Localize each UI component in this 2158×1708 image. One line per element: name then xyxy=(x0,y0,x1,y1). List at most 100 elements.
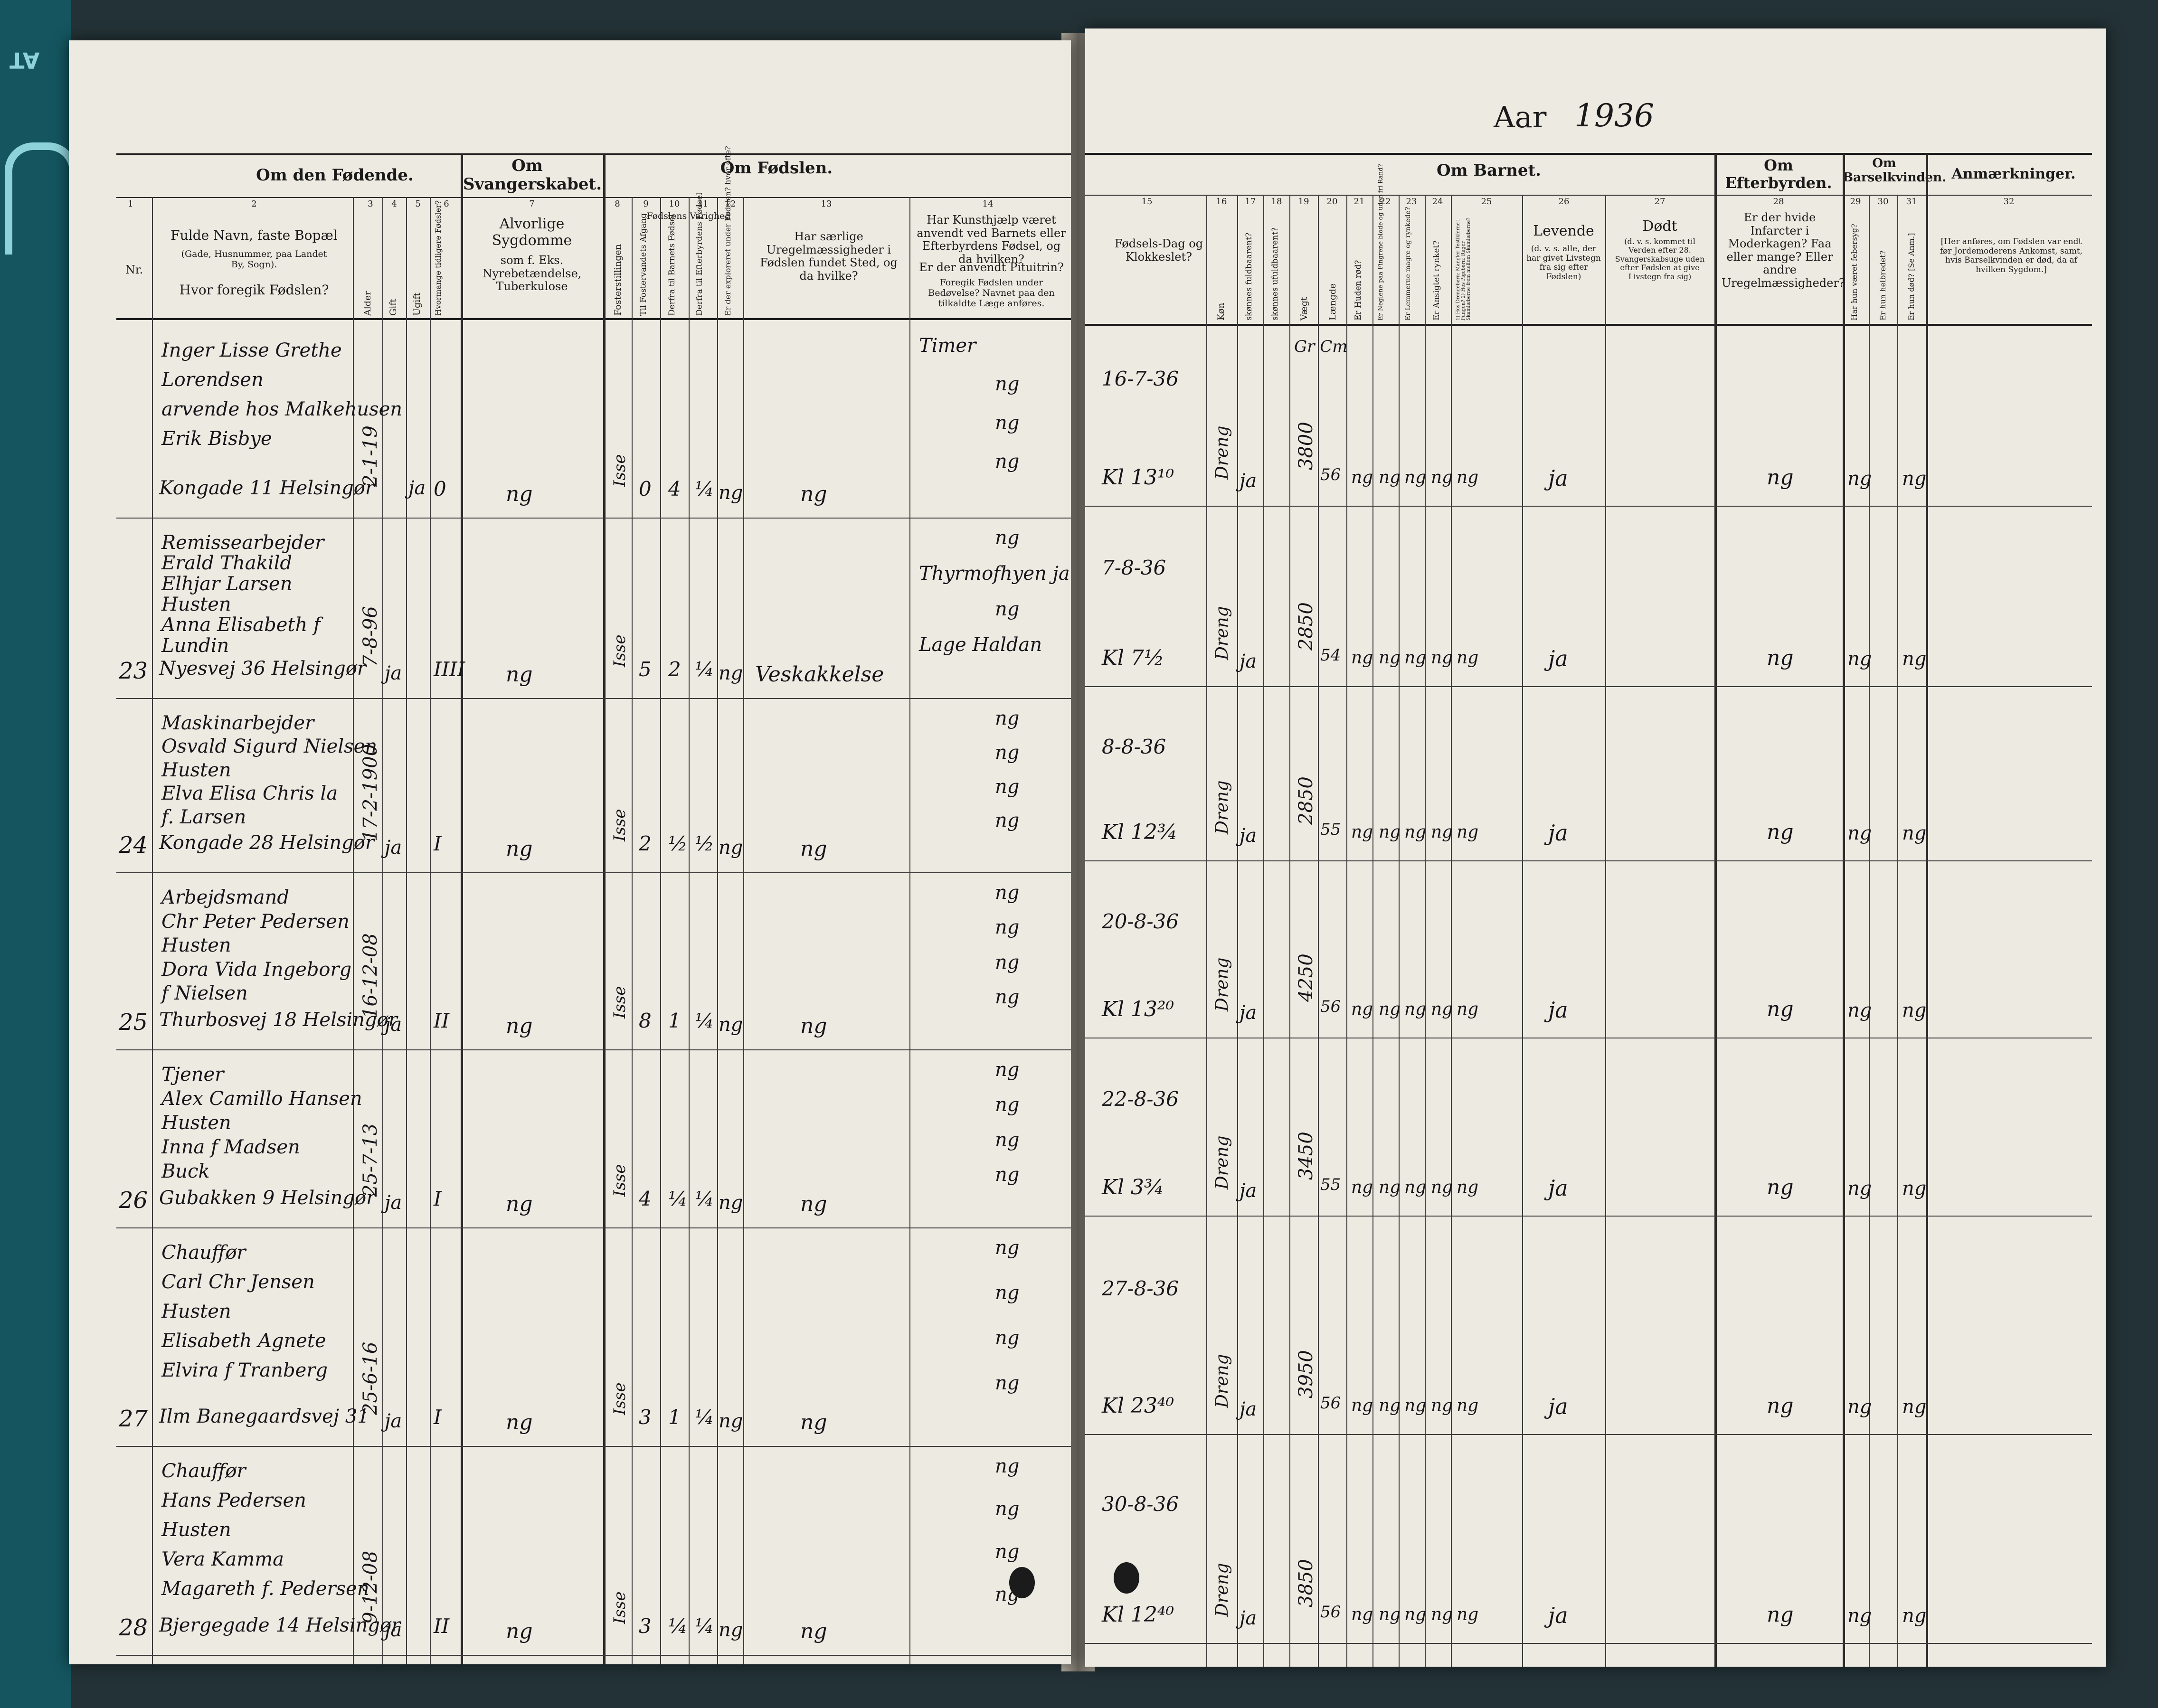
entry-vaegt: 4250 xyxy=(1295,953,1317,1002)
colnum-rule xyxy=(1085,195,2092,196)
colnum: 14 xyxy=(982,199,994,209)
hdr-c14b: Er der anvendt Pituitrin? xyxy=(919,261,1064,274)
entry-name-line: Husten xyxy=(161,1112,231,1134)
hdr-laengde: Længde xyxy=(1327,283,1338,321)
entry-check: ng xyxy=(1457,648,1479,668)
entry-check: ng xyxy=(1379,822,1401,842)
entry-c11: ½ xyxy=(695,832,714,855)
entry-c31: ng xyxy=(1902,822,1927,844)
entry-alder: 17-2-1900 xyxy=(360,744,381,841)
entry-check: ng xyxy=(1431,648,1453,668)
entry-klokkeslet: Kl 7½ xyxy=(1102,646,1164,670)
colnum: 23 xyxy=(1406,197,1417,207)
entry-c14: ng xyxy=(995,916,1020,939)
entry-address: Gubakken 9 Helsingør xyxy=(159,1187,376,1209)
entry-name-line: Chr Peter Pedersen xyxy=(161,910,350,933)
colnum: 11 xyxy=(697,199,709,209)
entry-c14: ng xyxy=(995,1129,1020,1151)
aar-label: Aar xyxy=(1494,100,1547,134)
colnum: 9 xyxy=(643,199,649,209)
entry-dato: 8-8-36 xyxy=(1102,735,1166,758)
group-svangerskabet: Om Svangerskabet. xyxy=(463,156,602,194)
entry-name-line: Elvira f Tranberg xyxy=(161,1359,328,1381)
entry-check: ng xyxy=(1457,822,1479,842)
entry-c28: ng xyxy=(1767,820,1794,844)
entry-dato: 16-7-36 xyxy=(1102,367,1179,391)
hdr-tidligere: Hvormange tidligere Fødsler? xyxy=(434,200,443,316)
entry-c29: ng xyxy=(1847,1178,1872,1199)
col-divider xyxy=(1318,195,1319,1667)
entry-c14: ng xyxy=(995,412,1020,434)
entry-name-line: Chauffør xyxy=(161,1460,246,1482)
col-divider xyxy=(1897,195,1898,1667)
hdr-sygdomme-sub: som f. Eks. Nyrebetændelse, Tuberkulose xyxy=(482,254,582,293)
entry-fosterstilling: Isse xyxy=(610,634,629,667)
entry-fosterstilling: Isse xyxy=(610,986,629,1019)
entry-name-line: Vera Kamma xyxy=(161,1548,284,1570)
entry-nr: 24 xyxy=(119,832,148,859)
entry-c14: Thyrmofhyen ja xyxy=(919,563,1070,585)
entry-dato: 7-8-36 xyxy=(1102,556,1166,580)
hdr-c32: [Her anføres, om Fødslen var endt før Jo… xyxy=(1940,237,2083,274)
entry-check: ng xyxy=(1457,1605,1479,1624)
entry-levende: ja xyxy=(1548,646,1568,671)
hdr-c13: Har særlige Uregelmæssigheder i Fødslen … xyxy=(760,230,898,283)
hdr-navn-sub: (Gade, Husnummer, paa Landet By, Sogn). xyxy=(181,249,327,270)
colnum: 16 xyxy=(1216,197,1227,207)
entry-name-line: Elva Elisa Chris la xyxy=(161,783,338,805)
colnum: 29 xyxy=(1850,197,1861,207)
hdr-sygdomme: Alvorlige Sygdomme xyxy=(492,216,572,249)
colnum: 27 xyxy=(1654,197,1666,207)
entry-check: ng xyxy=(1457,1000,1479,1019)
entry-check: ng xyxy=(1431,1605,1453,1624)
entry-check: ng xyxy=(1379,1605,1401,1624)
entry-levende: ja xyxy=(1548,465,1568,491)
entry-tidligere: IIII xyxy=(434,658,465,681)
entry-name-line: Arbejdsmand xyxy=(161,887,289,908)
entry-c14: Timer xyxy=(919,335,976,357)
entry-c29: ng xyxy=(1847,1000,1872,1021)
entry-fuldbaaret: ja xyxy=(1240,825,1257,847)
col-divider xyxy=(1425,195,1426,1667)
entry-c31: ng xyxy=(1902,1000,1927,1021)
hdr-fuldbaaret: skønnes fuldbaarent? xyxy=(1244,232,1254,321)
hdr-lemmer: Er Lemmerne magre og rynkede? xyxy=(1404,207,1412,321)
row-divider xyxy=(1085,506,2092,507)
entry-c10: ¼ xyxy=(668,1187,688,1210)
col-divider xyxy=(382,197,383,1664)
hdr-c28: Er der hvide Infarcter i Moderkagen? Faa… xyxy=(1722,211,1845,290)
top-rule xyxy=(116,153,1071,155)
col-divider xyxy=(1399,195,1400,1667)
hdr-huden: Er Huden rød? xyxy=(1353,260,1363,321)
entry-name-line: Buck xyxy=(161,1161,210,1182)
entry-c9: 8 xyxy=(639,1009,652,1032)
col-divider xyxy=(1289,195,1290,1667)
entry-alder: 9-12-08 xyxy=(360,1550,381,1624)
entry-check: ng xyxy=(1351,1396,1373,1415)
hdr-dodt-sub: (d. v. s. kommet til Verden efter 28. Sv… xyxy=(1615,237,1705,281)
entry-c28: ng xyxy=(1767,1603,1794,1627)
entry-c10: 4 xyxy=(668,477,681,500)
entry-klokkeslet: Kl 13²⁰ xyxy=(1102,997,1174,1021)
entry-c28: ng xyxy=(1767,646,1794,670)
colnum: 10 xyxy=(669,199,680,209)
entry-c28: ng xyxy=(1767,465,1794,490)
entry-alder: 7-8-96 xyxy=(360,606,381,667)
entry-c11: ¼ xyxy=(695,1187,714,1210)
hdr-c30: Er hun helbredet? xyxy=(1878,250,1887,321)
col-divider xyxy=(660,197,661,1664)
entry-sygdomme: ng xyxy=(506,662,533,687)
entry-c14: ng xyxy=(995,986,1020,1008)
entry-name-line: arvende hos Malkehusen xyxy=(161,398,403,420)
entry-tidligere: I xyxy=(434,832,442,855)
entry-name-line: Maskinarbejder xyxy=(161,712,314,734)
entry-vaegt: 2850 xyxy=(1295,602,1317,651)
colnum: 21 xyxy=(1353,197,1365,207)
entry-nr: 28 xyxy=(119,1614,148,1641)
entry-fosterstilling: Isse xyxy=(610,454,629,487)
entry-name-line: Erald Thakild xyxy=(161,552,292,575)
entry-levende: ja xyxy=(1548,1603,1568,1628)
entry-address: Ilm Banegaardsvej 31 xyxy=(159,1406,369,1427)
entry-alder: 16-12-08 xyxy=(360,933,381,1019)
